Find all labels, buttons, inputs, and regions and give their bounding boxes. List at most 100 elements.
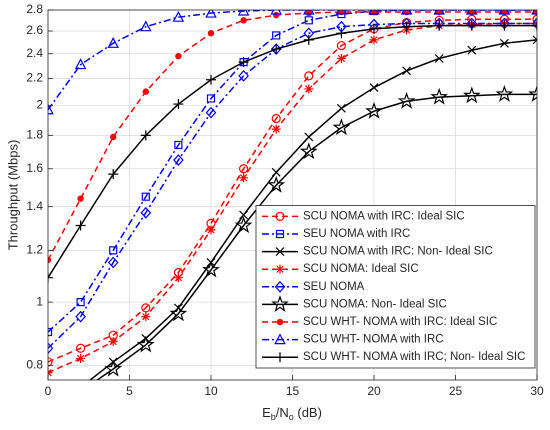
marker-triangle [74, 58, 87, 70]
marker-dot [142, 88, 150, 95]
marker-x [271, 167, 281, 177]
marker-plus [206, 74, 216, 85]
marker-star [234, 216, 253, 234]
marker-triangle [270, 10, 283, 15]
marker-circle [108, 330, 118, 340]
marker-diamond [75, 310, 86, 323]
marker-x [304, 132, 314, 142]
marker-asterisk [239, 173, 249, 183]
marker-star [73, 384, 87, 398]
marker-plus [238, 57, 249, 68]
y-tick-label: 1.4 [26, 199, 43, 213]
y-tick-label: 1.2 [26, 243, 43, 257]
marker-circle [271, 113, 281, 124]
marker-triangle [335, 10, 348, 15]
marker-plus [401, 21, 412, 32]
marker-plus [75, 220, 86, 231]
marker-diamond [140, 206, 152, 219]
marker-star [299, 142, 318, 160]
series-line [48, 24, 537, 279]
legend-label: SEU NOMA [303, 281, 365, 293]
marker-square [206, 94, 216, 103]
marker-triangle [400, 10, 413, 15]
marker-plus [173, 99, 184, 110]
marker-circle [141, 303, 151, 313]
x-label-subscript: b [271, 412, 276, 422]
marker-asterisk [108, 337, 118, 347]
marker-x [499, 38, 509, 48]
marker-asterisk [173, 273, 183, 283]
marker-x [44, 399, 52, 407]
marker-diamond [238, 69, 249, 82]
y-tick-label: 2.6 [26, 23, 43, 37]
marker-square [304, 16, 313, 25]
marker-star [169, 304, 188, 322]
marker-dot [276, 318, 284, 326]
legend-label: SEU NOMA with IRC [303, 228, 410, 240]
marker-circle [499, 14, 509, 24]
x-label-subscript: o [289, 412, 294, 422]
series-line [48, 22, 537, 374]
marker-diamond [48, 342, 54, 355]
marker-star [271, 295, 289, 312]
marker-plus [275, 352, 285, 363]
marker-star [136, 335, 155, 353]
marker-triangle [140, 20, 152, 32]
marker-asterisk [206, 225, 216, 235]
series-line [48, 22, 537, 349]
y-tick-label: 1.6 [26, 161, 43, 175]
series-line [95, 93, 537, 380]
marker-x [402, 66, 412, 76]
marker-square [109, 246, 118, 255]
x-label-text: E [262, 405, 271, 420]
marker-x [467, 45, 477, 55]
y-axis-label: Throughput (Mbps) [5, 140, 20, 251]
marker-star [397, 91, 416, 109]
marker-star [104, 359, 123, 377]
marker-star [462, 86, 481, 104]
marker-asterisk [369, 35, 379, 45]
marker-triangle [48, 103, 54, 115]
marker-triangle [237, 10, 250, 16]
marker-star [430, 87, 449, 105]
marker-asterisk [336, 54, 346, 64]
marker-asterisk [141, 312, 151, 322]
marker-circle [48, 357, 53, 367]
marker-triangle [205, 10, 217, 18]
marker-triangle [498, 10, 511, 15]
marker-circle [75, 343, 86, 353]
marker-plus [336, 28, 347, 39]
marker-asterisk [271, 124, 281, 134]
marker-triangle [465, 10, 478, 15]
marker-plus [466, 20, 477, 31]
marker-x [77, 384, 85, 392]
marker-x [369, 83, 379, 93]
marker-star [332, 118, 351, 136]
marker-plus [271, 44, 282, 55]
marker-square [174, 140, 183, 150]
y-tick-label: 2.4 [26, 46, 43, 60]
x-tick-label: 20 [367, 384, 381, 398]
marker-plus [369, 23, 379, 34]
marker-diamond [205, 106, 217, 119]
marker-square [272, 31, 281, 40]
x-label-text: (dB) [294, 405, 322, 420]
marker-diamond [173, 154, 184, 166]
marker-diamond [107, 256, 119, 269]
marker-circle [532, 14, 537, 24]
marker-dot [305, 10, 312, 17]
legend-label: SCU WHT- NOMA with IRC [303, 334, 444, 346]
series-line [48, 18, 537, 363]
marker-square [48, 327, 53, 337]
marker-diamond [531, 17, 537, 30]
marker-triangle [368, 10, 380, 15]
marker-circle [206, 218, 216, 228]
marker-triangle [107, 37, 119, 48]
x-tick-label: 30 [530, 384, 544, 398]
marker-asterisk [304, 84, 314, 94]
marker-dot [48, 256, 52, 264]
marker-diamond [274, 280, 286, 293]
marker-plus [499, 20, 510, 31]
y-tick-label: 2.8 [26, 2, 43, 16]
marker-triangle [302, 10, 315, 15]
